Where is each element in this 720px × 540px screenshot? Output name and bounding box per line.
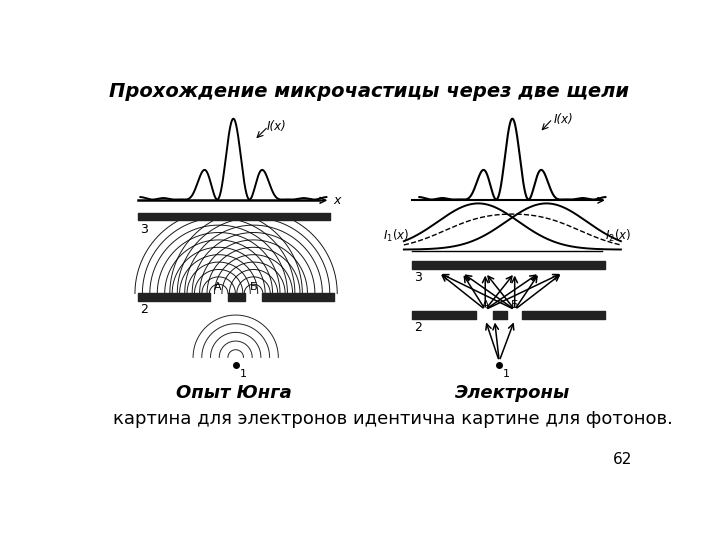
Text: 2: 2	[140, 303, 148, 316]
Text: картина для электронов идентична картине для фотонов.: картина для электронов идентична картине…	[113, 410, 673, 428]
Text: 1: 1	[240, 369, 246, 379]
Text: А: А	[214, 282, 222, 292]
Text: $I_1(x)$: $I_1(x)$	[383, 228, 409, 244]
Text: Опыт Юнга: Опыт Юнга	[176, 384, 292, 402]
Text: Б: Б	[250, 282, 257, 292]
Text: 3: 3	[140, 224, 148, 237]
Text: 3: 3	[414, 271, 422, 284]
Text: I(x): I(x)	[266, 120, 287, 133]
Text: x: x	[333, 194, 341, 207]
Text: 2: 2	[414, 321, 422, 334]
Text: $I_2(x)$: $I_2(x)$	[605, 228, 631, 244]
Text: 1: 1	[503, 369, 510, 379]
Text: 62: 62	[613, 452, 632, 467]
Text: Б: Б	[511, 300, 518, 309]
Text: I(x): I(x)	[554, 112, 573, 125]
Text: Электроны: Электроны	[455, 384, 570, 402]
Text: Прохождение микрочастицы через две щели: Прохождение микрочастицы через две щели	[109, 82, 629, 101]
Text: А: А	[482, 300, 489, 309]
